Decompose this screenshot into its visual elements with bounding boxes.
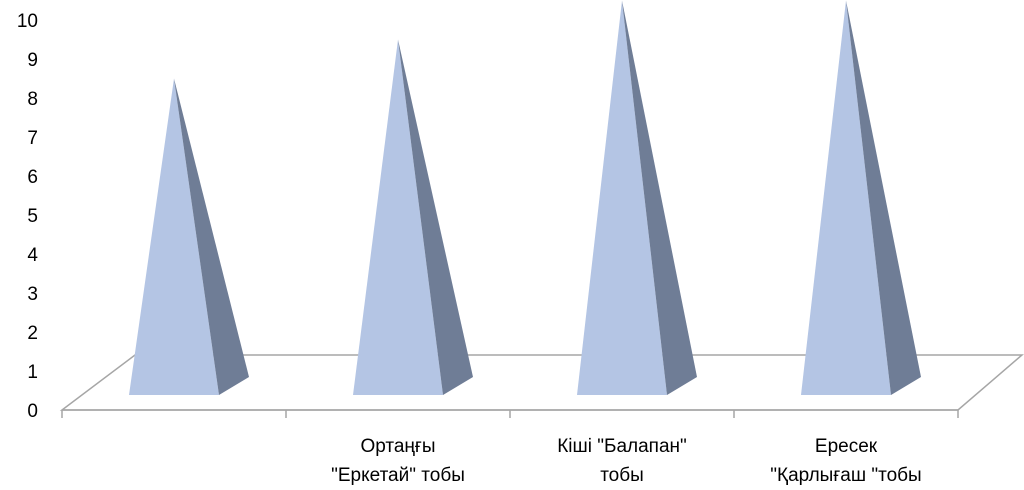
y-tick-label: 3 <box>27 284 38 305</box>
y-tick-label: 2 <box>27 323 38 344</box>
y-tick-label: 7 <box>27 128 38 149</box>
category-label: Ортаңғы <box>360 436 435 457</box>
category-label: тобы <box>600 465 644 486</box>
category-label: Ересек <box>815 436 878 457</box>
pyramid-front-face <box>353 39 443 395</box>
pyramid-front-face <box>801 0 891 395</box>
y-tick-label: 4 <box>27 245 38 266</box>
pyramid-side-face <box>174 78 249 395</box>
category-label: Кіші "Балапан" <box>557 436 687 457</box>
pyramid-side-face <box>846 0 921 395</box>
category-label: "Еркетай" тобы <box>331 465 465 486</box>
y-tick-label: 0 <box>27 401 38 422</box>
y-tick-label: 1 <box>27 362 38 383</box>
y-tick-label: 10 <box>17 11 38 32</box>
pyramid-front-face <box>129 78 219 395</box>
y-tick-label: 8 <box>27 89 38 110</box>
pyramid-side-face <box>622 0 697 395</box>
y-tick-label: 9 <box>27 50 38 71</box>
y-tick-label: 5 <box>27 206 38 227</box>
category-label: "Қарлығаш "тобы <box>770 465 921 486</box>
pyramid-front-face <box>577 0 667 395</box>
y-tick-label: 6 <box>27 167 38 188</box>
pyramid-side-face <box>398 39 473 395</box>
